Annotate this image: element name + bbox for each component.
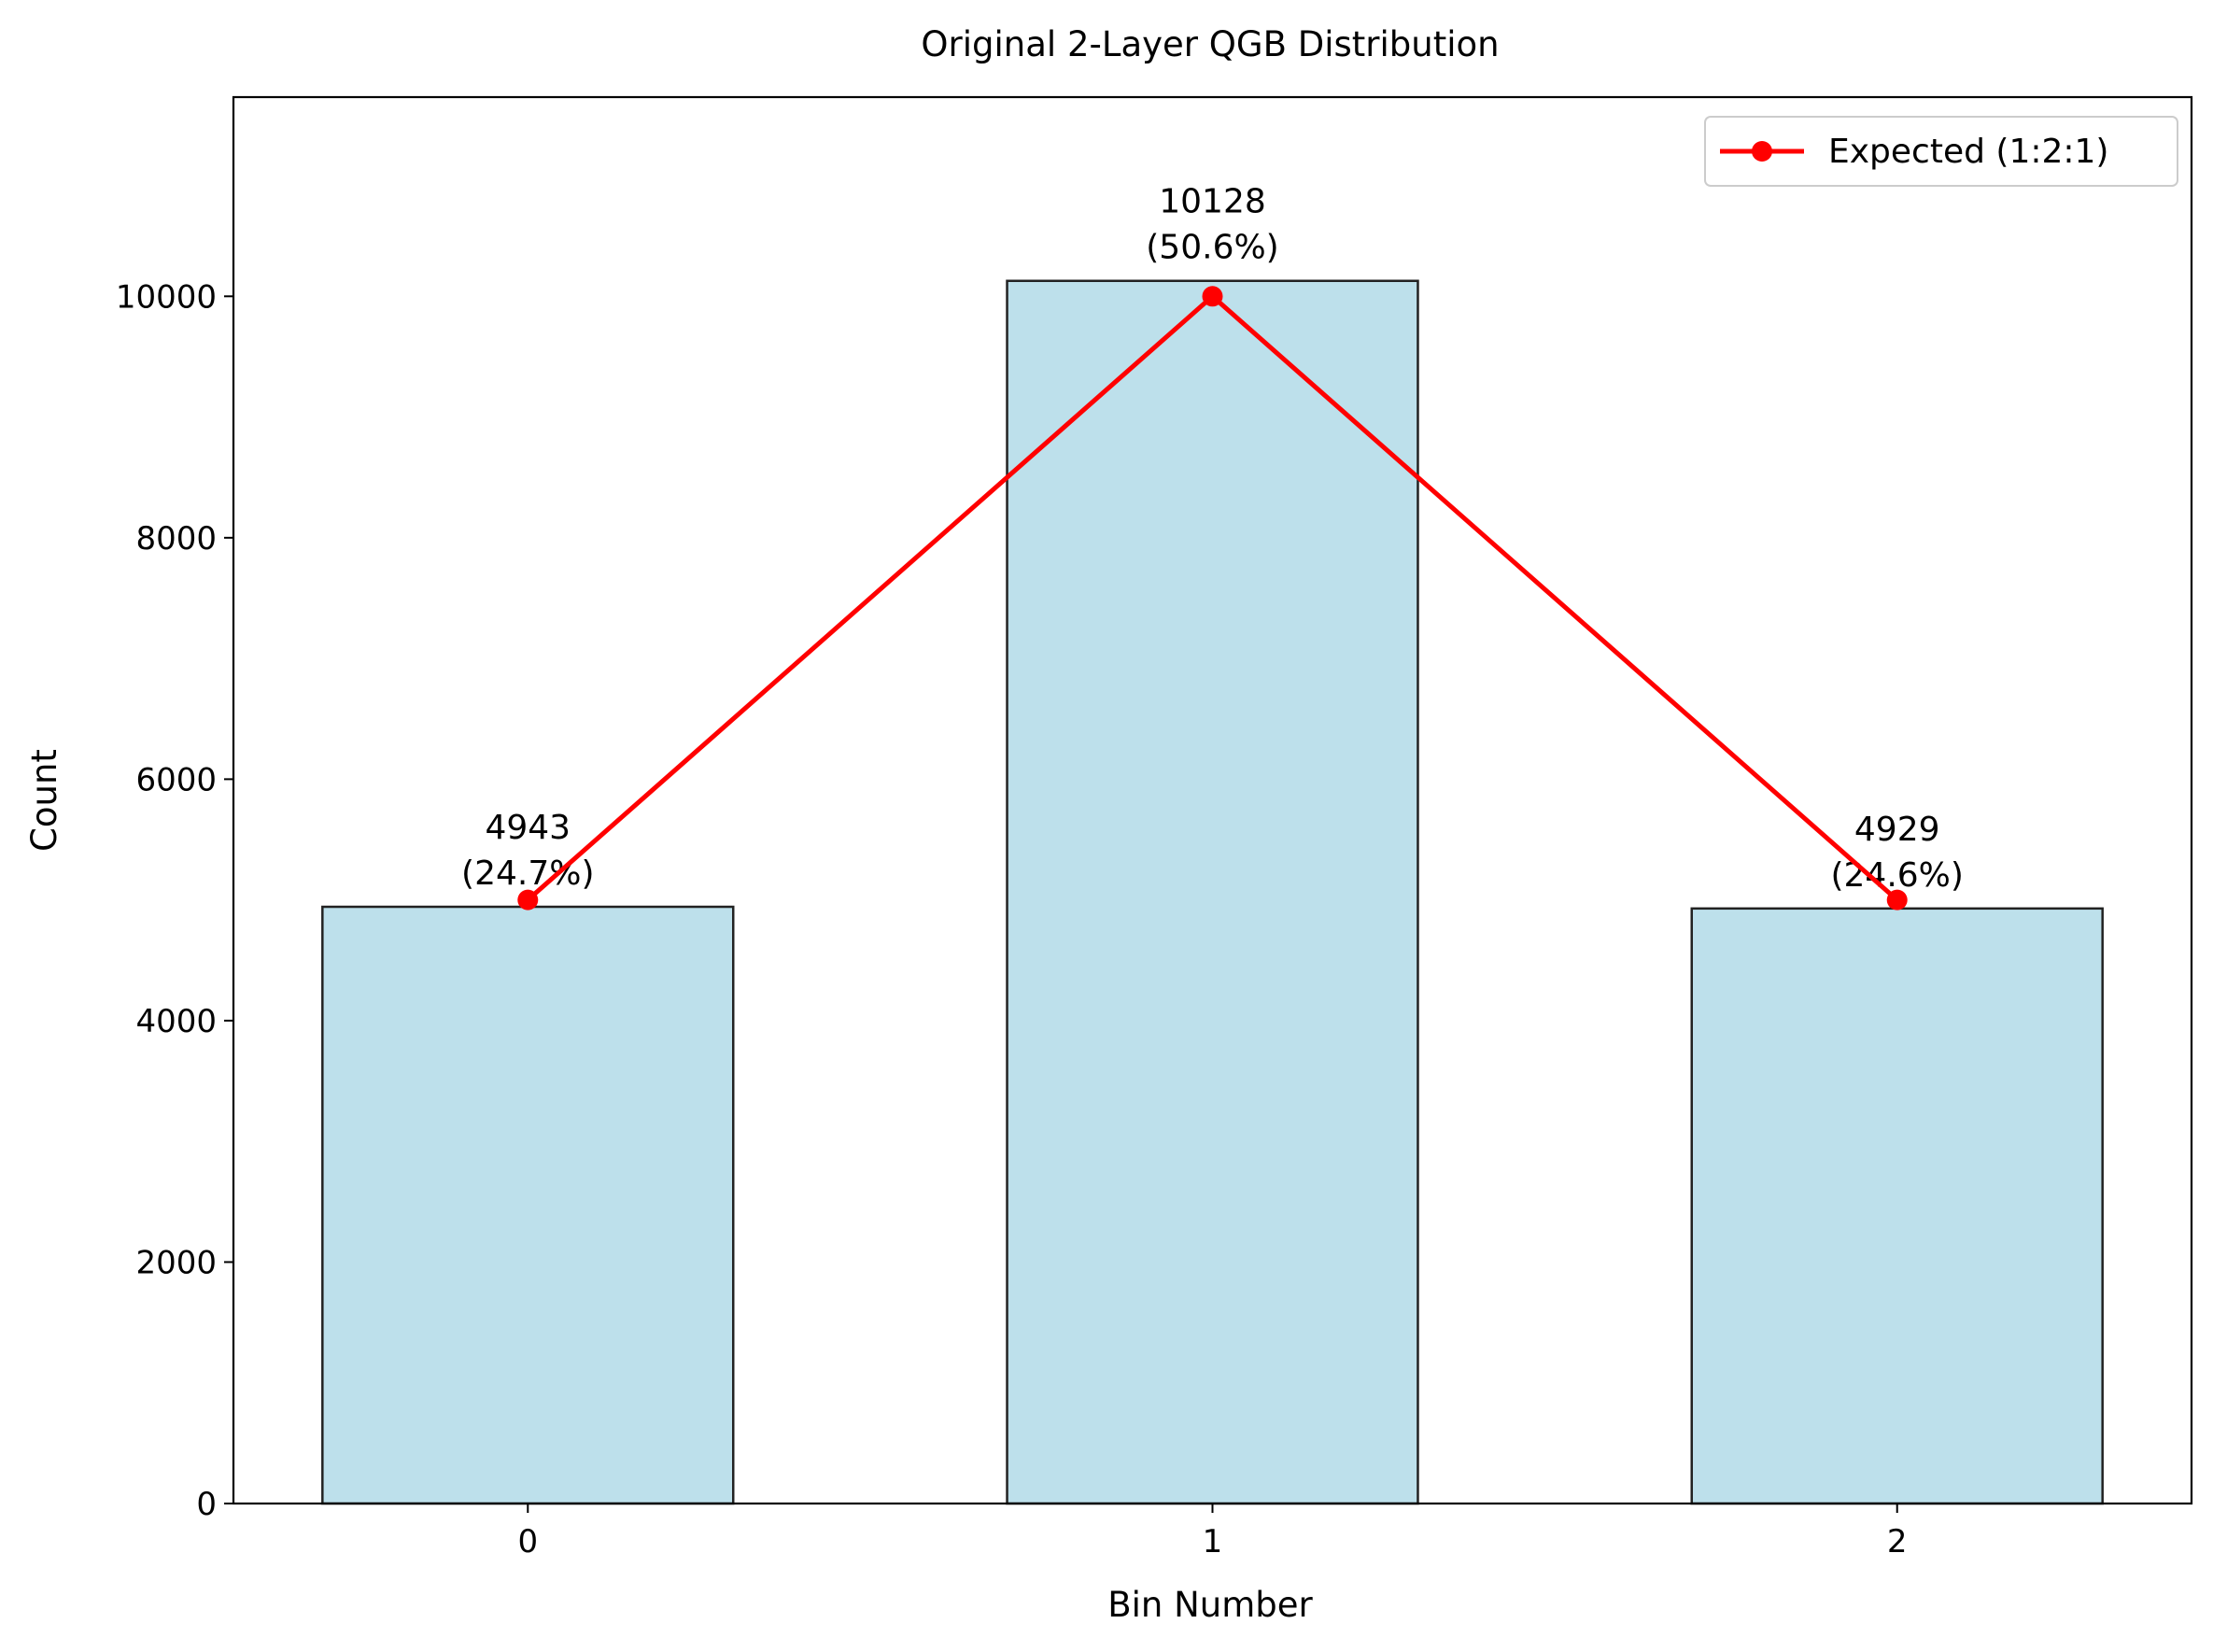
y-tick-label-0: 0 [196,1486,217,1523]
bar-labels-layer: 4943(24.7%)10128(50.6%)4929(24.6%) [461,183,1964,895]
y-ticks-layer: 0 2000 4000 6000 8000 10000 [116,278,233,1523]
bar-0 [321,905,735,1505]
x-tick-label-0: 0 [517,1523,538,1560]
y-tick-label-4000: 4000 [135,1003,217,1040]
y-tick-label-2000: 2000 [135,1244,217,1281]
expected-line-layer [517,286,1908,911]
bar-value-label-1: 10128 [1159,183,1266,221]
bar-percent-label-1: (50.6%) [1146,229,1278,267]
x-axis-label: Bin Number [1107,1585,1313,1625]
y-axis-label-group: Count [24,749,64,852]
expected-point-1 [1202,286,1223,307]
legend-marker [1752,141,1772,162]
legend-box [1704,116,2178,187]
x-tick-label-1: 1 [1203,1523,1223,1560]
legend-label-expected: Expected (1:2:1) [1828,133,2108,171]
expected-point-2 [1886,889,1908,911]
bar-value-label-2: 4929 [1854,811,1940,849]
expected-point-0 [517,889,539,911]
y-tick-label-8000: 8000 [135,520,217,558]
bars-layer [321,279,2104,1505]
y-axis-label: Count [24,749,64,852]
bar-1 [1006,279,1419,1505]
legend: Expected (1:2:1) [1704,116,2178,187]
chart-title: Original 2-Layer QGB Distribution [921,24,1499,64]
x-ticks-layer: 0 1 2 [517,1504,1908,1560]
y-tick-label-10000: 10000 [116,278,217,316]
x-tick-label-2: 2 [1887,1523,1908,1560]
bar-2 [1690,907,2104,1505]
y-tick-label-6000: 6000 [135,761,217,798]
bar-value-label-0: 4943 [485,809,571,847]
